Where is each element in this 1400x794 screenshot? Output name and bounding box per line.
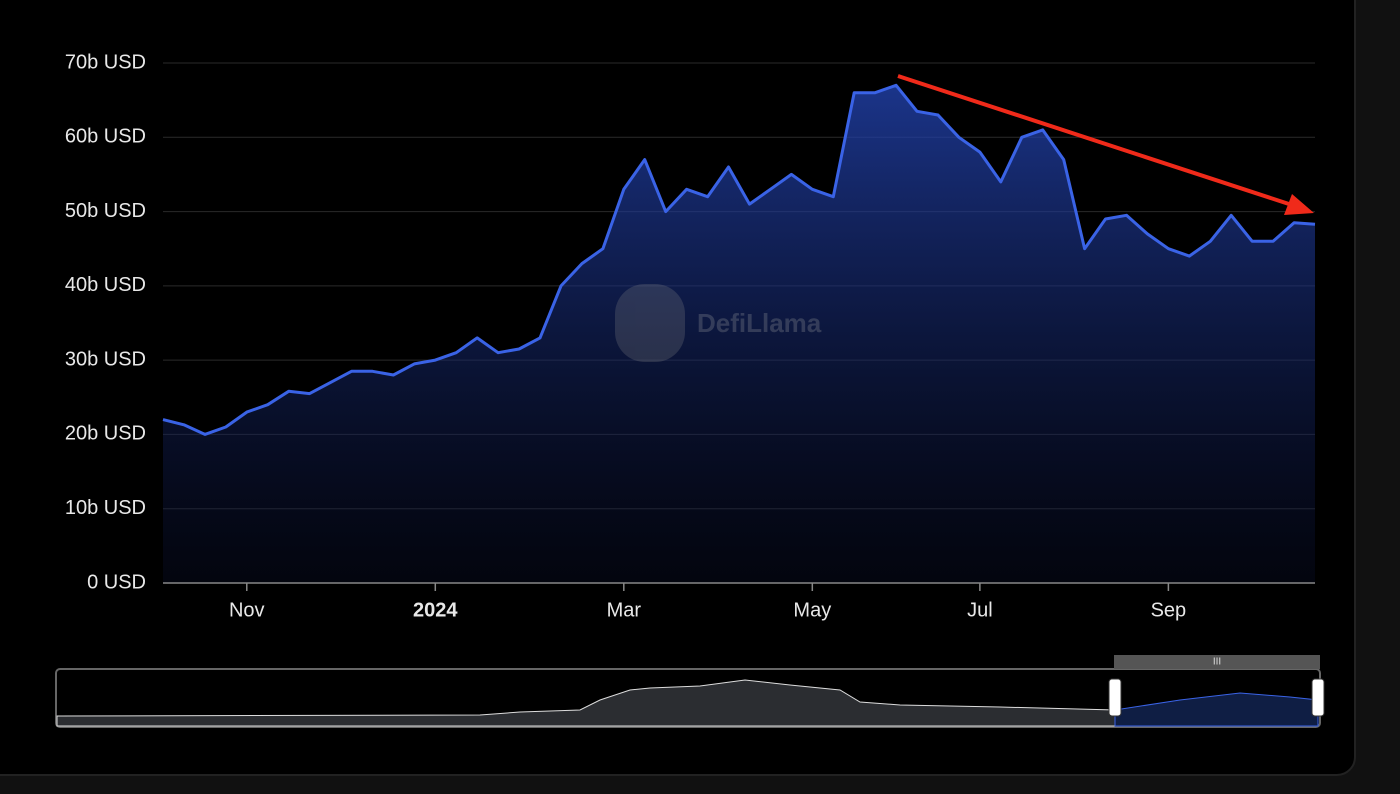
svg-text:III: III	[1213, 657, 1221, 668]
y-tick-label: 30b USD	[65, 348, 146, 370]
area-fill	[163, 85, 1315, 584]
line	[162, 83, 1316, 436]
range-navigator[interactable]: III	[55, 655, 1325, 728]
y-tick-label: 40b USD	[65, 274, 146, 296]
plot-area: 0 USD 10b USD 20b USD 30b USD 40b USD 50b USD…	[65, 51, 1316, 621]
annotation-arrow	[897, 74, 1314, 215]
y-tick-label: 10b USD	[65, 497, 146, 519]
y-tick-label: 0 USD	[87, 571, 146, 593]
x-tick-label: Jul	[967, 599, 993, 621]
x-tick-label: Mar	[607, 599, 642, 621]
y-tick-label: 70b USD	[65, 51, 146, 73]
watermark: DefiLlama	[615, 284, 822, 362]
y-tick-label: 20b USD	[65, 423, 146, 445]
x-tick-label: May	[793, 599, 831, 621]
x-tick-label: Nov	[229, 599, 265, 621]
watermark-text: DefiLlama	[697, 308, 822, 338]
y-tick-label: 50b USD	[65, 200, 146, 222]
x-tick-label: Sep	[1151, 599, 1187, 621]
x-tick-label: 2024	[413, 599, 458, 621]
y-tick-label: 60b USD	[65, 126, 146, 148]
